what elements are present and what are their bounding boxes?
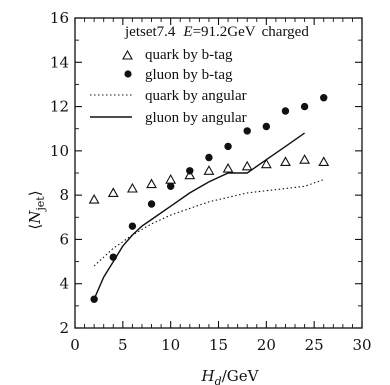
- legend: quark by b-tag gluon by b-tag quark by a…: [90, 47, 247, 126]
- y-tick-label: 2: [59, 319, 69, 337]
- legend-label-gluon-angular: gluon by angular: [145, 110, 247, 126]
- data-point-triangle: [222, 162, 234, 173]
- data-point-triangle: [241, 160, 253, 171]
- y-axis-title: ⟨Njet⟩: [26, 190, 47, 229]
- series-line: [93, 179, 324, 267]
- series-2: [93, 179, 324, 267]
- data-point-triangle: [280, 156, 291, 166]
- y-tick-label: 12: [50, 98, 69, 116]
- y-tick-label: 4: [59, 275, 69, 293]
- x-tick-label: 30: [352, 336, 371, 354]
- data-point-triangle: [165, 174, 177, 184]
- data-point-triangle: [88, 193, 100, 204]
- data-point-triangle: [146, 178, 157, 189]
- series-1: [90, 94, 328, 303]
- x-tick-label: 25: [305, 336, 324, 354]
- y-tick-label: 10: [50, 142, 69, 160]
- data-point-circle: [262, 122, 271, 131]
- data-point-triangle: [107, 187, 119, 197]
- legend-label-quark-angular: quark by angular: [145, 88, 247, 104]
- chart-header: jetset7.4 E=91.2GeV charged: [124, 24, 309, 40]
- y-tick-label: 6: [59, 230, 69, 248]
- y-tick-label: 14: [50, 53, 69, 71]
- tick-labels: 0 5 10 15 20 25 30 2 4 6 8 10 12 14 16: [50, 9, 372, 354]
- data-point-circle: [147, 200, 156, 208]
- data-point-circle: [281, 107, 290, 115]
- series-3: [93, 132, 306, 300]
- data-point-circle: [224, 142, 232, 151]
- x-axis-title: Hd/GeV: [201, 367, 260, 385]
- plot-frame: [74, 17, 363, 329]
- data-point-triangle: [184, 169, 196, 180]
- series-line: [93, 132, 306, 300]
- x-tick-label: 15: [209, 336, 228, 354]
- data-point-circle: [320, 94, 328, 102]
- x-tick-label: 0: [70, 336, 80, 354]
- x-tick-label: 5: [118, 336, 128, 354]
- data-point-circle: [128, 222, 137, 230]
- data-point-circle: [300, 102, 309, 111]
- data-point-circle: [243, 127, 251, 135]
- data-point-triangle: [126, 182, 138, 193]
- y-tick-label: 16: [50, 9, 69, 27]
- data-point-circle: [166, 182, 175, 190]
- legend-marker-gluon-btag: [124, 70, 132, 78]
- plot-area-border: [74, 17, 363, 329]
- data-point-triangle: [203, 165, 215, 175]
- data-point-triangle: [299, 154, 311, 164]
- x-tick-label: 20: [257, 336, 276, 354]
- data-point-triangle: [318, 156, 330, 166]
- legend-marker-quark-btag: [122, 49, 133, 60]
- data-point-triangle: [260, 158, 272, 169]
- series-marks: [88, 94, 330, 303]
- legend-label-quark-btag: quark by b-tag: [145, 47, 233, 63]
- data-point-circle: [205, 153, 213, 162]
- y-tick-label: 8: [59, 186, 69, 204]
- legend-label-gluon-btag: gluon by b-tag: [145, 67, 233, 83]
- series-0: [88, 154, 330, 204]
- data-point-circle: [186, 167, 194, 175]
- x-tick-label: 10: [161, 336, 180, 354]
- axis-ticks: [74, 17, 363, 329]
